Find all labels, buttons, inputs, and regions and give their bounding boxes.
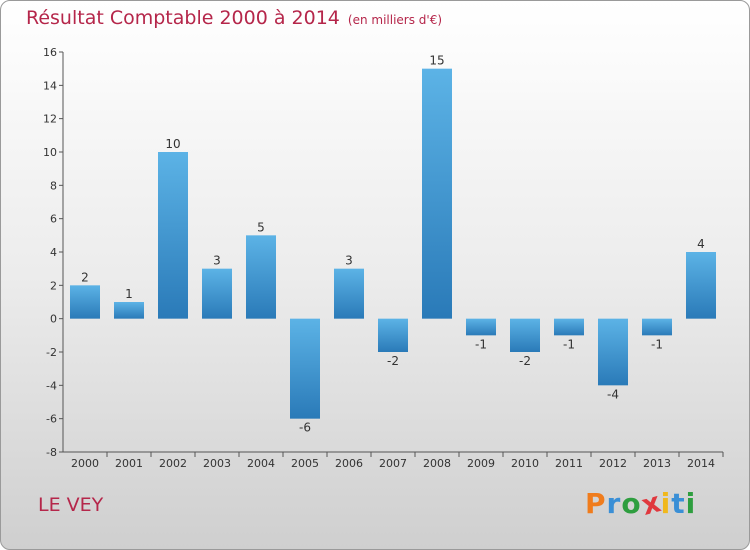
x-tick-label: 2003	[203, 457, 231, 470]
bar	[598, 318, 628, 386]
data-label: 3	[213, 254, 221, 268]
x-tick-label: 2000	[71, 457, 99, 470]
bar	[246, 235, 276, 319]
data-label: -2	[387, 354, 399, 368]
data-label: -4	[607, 387, 619, 401]
x-tick-label: 2005	[291, 457, 319, 470]
bar	[686, 252, 716, 319]
bar	[510, 318, 540, 352]
logo-letter: r	[606, 487, 622, 520]
x-tick-label: 2013	[643, 457, 671, 470]
logo-letter: P	[585, 487, 607, 520]
bar	[158, 152, 188, 319]
x-tick-label: 2006	[335, 457, 363, 470]
y-tick-label: 8	[50, 179, 57, 192]
x-tick-label: 2011	[555, 457, 583, 470]
bar	[202, 268, 232, 319]
y-tick-label: -2	[46, 346, 57, 359]
x-tick-label: 2001	[115, 457, 143, 470]
y-tick-label: 4	[50, 246, 57, 259]
bar	[378, 318, 408, 352]
bar	[70, 285, 100, 319]
data-label: 1	[125, 287, 133, 301]
data-label: 15	[429, 54, 444, 68]
logo-letter: i	[685, 487, 697, 520]
y-tick-label: 16	[43, 46, 57, 59]
chart-title: Résultat Comptable 2000 à 2014 (en millie…	[26, 7, 442, 29]
y-tick-label: 14	[43, 79, 57, 92]
bar	[290, 318, 320, 419]
y-tick-label: 2	[50, 279, 57, 292]
data-label: -2	[519, 354, 531, 368]
y-tick-label: -4	[46, 379, 57, 392]
data-label: -1	[475, 337, 487, 351]
x-tick-label: 2002	[159, 457, 187, 470]
data-label: 5	[257, 220, 265, 234]
y-tick-label: 12	[43, 113, 57, 126]
x-tick-label: 2009	[467, 457, 495, 470]
place-name: LE VEY	[38, 494, 104, 516]
data-label: -1	[651, 337, 663, 351]
bar	[642, 318, 672, 336]
x-tick-label: 2008	[423, 457, 451, 470]
data-label: 4	[697, 237, 705, 251]
x-tick-label: 2014	[687, 457, 715, 470]
y-tick-label: 10	[43, 146, 57, 159]
data-label: 2	[81, 270, 89, 284]
y-tick-label: -8	[46, 446, 57, 459]
x-tick-label: 2012	[599, 457, 627, 470]
bar	[114, 302, 144, 319]
data-label: 10	[165, 137, 180, 151]
y-tick-label: -6	[46, 413, 57, 426]
data-label: -1	[563, 337, 575, 351]
logo-letter: o	[621, 487, 642, 520]
x-tick-label: 2007	[379, 457, 407, 470]
data-label: -6	[299, 421, 311, 435]
proxiti-logo: Proxiti	[585, 485, 697, 522]
chart-subtitle: (en milliers d'€)	[347, 13, 443, 27]
x-tick-label: 2010	[511, 457, 539, 470]
bar	[554, 318, 584, 336]
bar	[334, 268, 364, 319]
x-tick-label: 2004	[247, 457, 275, 470]
chart-title-text: Résultat Comptable 2000 à 2014	[26, 7, 340, 29]
bar	[466, 318, 496, 336]
y-tick-label: 0	[50, 313, 57, 326]
bar	[422, 68, 452, 319]
data-label: 3	[345, 254, 353, 268]
logo-letter: i	[660, 487, 672, 520]
y-tick-label: 6	[50, 213, 57, 226]
logo-letter: t	[671, 487, 686, 520]
